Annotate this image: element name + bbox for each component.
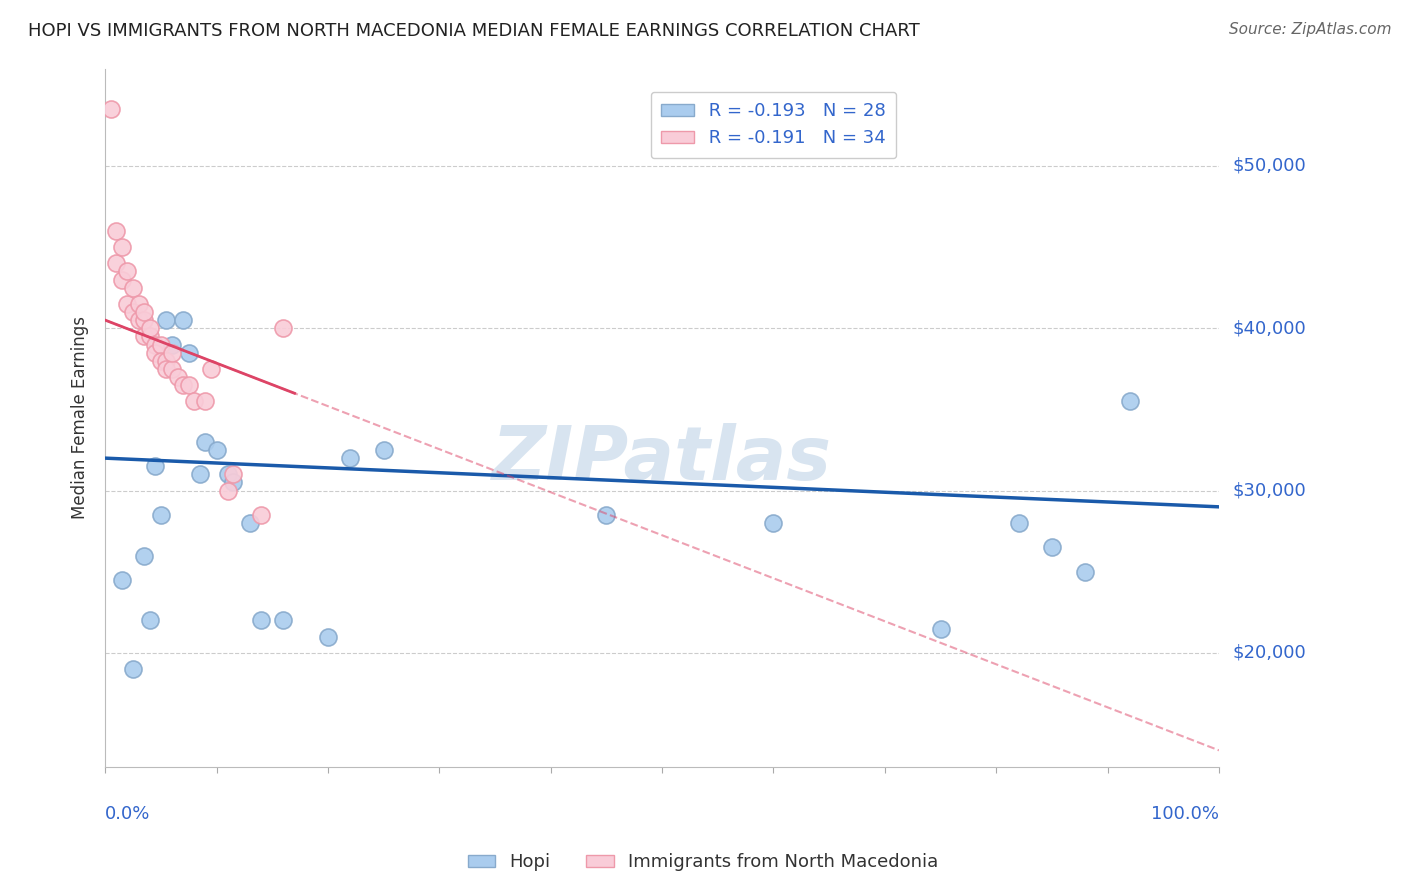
Point <box>273 321 295 335</box>
Point <box>273 614 295 628</box>
Point <box>128 297 150 311</box>
Point <box>134 549 156 563</box>
Point <box>160 345 183 359</box>
Text: $30,000: $30,000 <box>1233 482 1306 500</box>
Point <box>172 378 194 392</box>
Text: 100.0%: 100.0% <box>1152 805 1219 823</box>
Point <box>122 281 145 295</box>
Point <box>155 362 177 376</box>
Point <box>1119 394 1142 409</box>
Legend: Hopi, Immigrants from North Macedonia: Hopi, Immigrants from North Macedonia <box>461 847 945 879</box>
Point <box>160 362 183 376</box>
Text: ZIPatlas: ZIPatlas <box>492 423 832 496</box>
Point <box>183 394 205 409</box>
Point <box>217 483 239 498</box>
Point <box>177 378 200 392</box>
Point <box>111 240 134 254</box>
Point <box>222 467 245 482</box>
Point <box>205 443 228 458</box>
Point <box>149 337 172 351</box>
Point <box>177 345 200 359</box>
Point <box>762 516 785 530</box>
Point <box>595 508 617 522</box>
Point <box>105 256 128 270</box>
Point <box>339 451 361 466</box>
Point <box>111 573 134 587</box>
Point <box>134 313 156 327</box>
Point <box>134 305 156 319</box>
Point <box>172 313 194 327</box>
Point <box>122 662 145 676</box>
Point <box>1007 516 1029 530</box>
Point <box>373 443 395 458</box>
Point <box>250 614 273 628</box>
Point <box>166 370 188 384</box>
Point <box>200 362 222 376</box>
Text: HOPI VS IMMIGRANTS FROM NORTH MACEDONIA MEDIAN FEMALE EARNINGS CORRELATION CHART: HOPI VS IMMIGRANTS FROM NORTH MACEDONIA … <box>28 22 920 40</box>
Point <box>139 614 162 628</box>
Text: 0.0%: 0.0% <box>105 805 150 823</box>
Point <box>194 434 217 449</box>
Point <box>155 353 177 368</box>
Point <box>1074 565 1097 579</box>
Point <box>100 102 122 116</box>
Text: $50,000: $50,000 <box>1233 157 1306 175</box>
Point <box>155 313 177 327</box>
Y-axis label: Median Female Earnings: Median Female Earnings <box>72 316 89 519</box>
Text: $40,000: $40,000 <box>1233 319 1306 337</box>
Point <box>134 329 156 343</box>
Point <box>222 475 245 490</box>
Point <box>139 321 162 335</box>
Text: $20,000: $20,000 <box>1233 644 1306 662</box>
Point <box>143 459 166 474</box>
Point <box>139 329 162 343</box>
Legend:  R = -0.193   N = 28,  R = -0.191   N = 34: R = -0.193 N = 28, R = -0.191 N = 34 <box>651 92 897 158</box>
Point <box>149 353 172 368</box>
Point <box>122 305 145 319</box>
Point <box>143 337 166 351</box>
Point <box>1040 541 1063 555</box>
Point <box>117 264 139 278</box>
Point <box>929 622 952 636</box>
Point <box>250 508 273 522</box>
Text: Source: ZipAtlas.com: Source: ZipAtlas.com <box>1229 22 1392 37</box>
Point <box>143 345 166 359</box>
Point <box>316 630 339 644</box>
Point <box>149 508 172 522</box>
Point <box>217 467 239 482</box>
Point <box>111 272 134 286</box>
Point <box>160 337 183 351</box>
Point <box>239 516 262 530</box>
Point <box>128 313 150 327</box>
Point <box>105 224 128 238</box>
Point <box>194 394 217 409</box>
Point <box>117 297 139 311</box>
Point <box>188 467 211 482</box>
